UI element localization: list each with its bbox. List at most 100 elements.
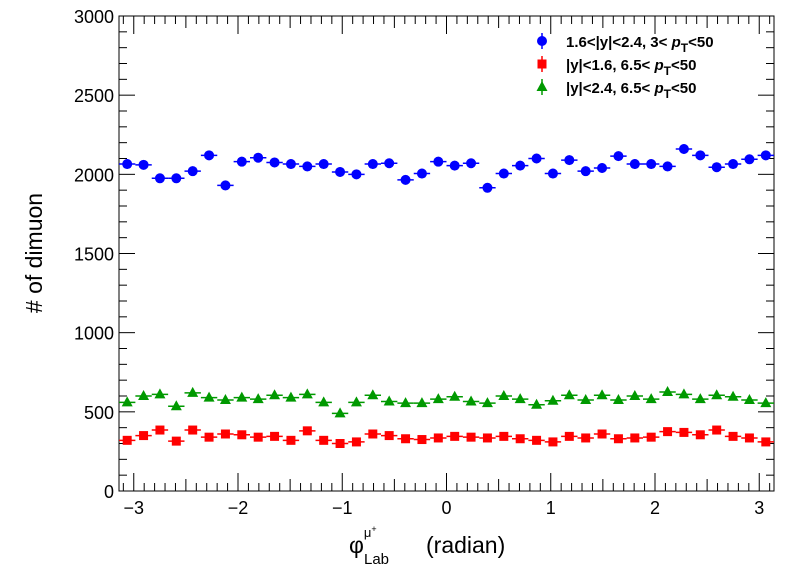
data-point: [350, 396, 362, 407]
data-point: [499, 431, 509, 441]
data-point: [547, 394, 559, 405]
data-point: [121, 396, 133, 407]
data-point: [122, 435, 132, 445]
data-point: [318, 396, 330, 407]
data-point: [318, 159, 329, 170]
y-tick-label: 1500: [74, 245, 114, 265]
data-point: [155, 425, 165, 435]
data-point: [695, 150, 706, 161]
data-point: [563, 389, 575, 400]
data-point: [481, 397, 493, 408]
data-point: [220, 180, 231, 191]
x-tick-label: −2: [228, 498, 249, 518]
data-point: [482, 433, 492, 443]
data-point: [613, 434, 623, 444]
data-point: [383, 395, 395, 406]
x-tick-label: 1: [546, 498, 556, 518]
data-point: [204, 150, 215, 161]
data-point: [498, 168, 509, 179]
data-point: [400, 397, 412, 408]
data-point: [171, 436, 181, 446]
data-point: [712, 425, 722, 435]
legend-entry: |y|<2.4, 6.5< pT<50: [536, 79, 696, 101]
data-point: [744, 154, 755, 165]
data-point: [678, 388, 690, 399]
data-point: [662, 161, 673, 172]
data-point: [416, 168, 427, 179]
data-point: [537, 36, 547, 46]
data-point: [319, 435, 329, 445]
data-point: [711, 389, 723, 400]
y-tick-label: 3000: [74, 7, 114, 27]
data-point: [743, 393, 755, 404]
y-tick-label: 2000: [74, 165, 114, 185]
data-point: [138, 390, 150, 400]
data-point: [367, 389, 379, 400]
data-point: [417, 435, 427, 445]
series-circle: [119, 144, 774, 193]
data-point: [171, 173, 182, 184]
data-point: [139, 431, 149, 441]
x-tick-label: 2: [650, 498, 660, 518]
svg-text:φμ+: φμ+: [349, 524, 377, 558]
data-point: [253, 432, 263, 442]
data-point: [433, 433, 443, 443]
data-point: [645, 393, 657, 404]
data-point: [236, 391, 248, 402]
data-point: [335, 439, 345, 448]
data-point: [663, 427, 673, 437]
data-point: [612, 393, 624, 404]
data-point: [581, 433, 591, 443]
data-point: [203, 391, 215, 402]
data-point: [613, 151, 624, 162]
data-point: [252, 393, 264, 404]
x-axis-label-supsup: +: [371, 524, 376, 534]
data-point: [564, 155, 575, 166]
x-tick-label: 3: [754, 498, 764, 518]
data-point: [154, 173, 165, 184]
data-point: [760, 150, 771, 161]
data-point: [302, 161, 313, 172]
data-point: [548, 437, 558, 447]
data-point: [728, 159, 739, 170]
data-point: [154, 388, 166, 399]
data-point: [728, 431, 738, 441]
x-axis-label: φμ+ Lab (radian): [349, 524, 505, 568]
data-point: [302, 426, 312, 436]
data-point: [285, 391, 297, 402]
data-point: [662, 386, 674, 397]
data-point: [514, 393, 526, 404]
data-point: [678, 144, 689, 154]
legend-entry: |y|<1.6, 6.5< pT<50: [537, 56, 696, 78]
data-point: [727, 390, 739, 401]
data-point: [416, 397, 428, 408]
data-point: [449, 390, 461, 401]
data-point: [301, 388, 313, 399]
x-axis-label-unit: (radian): [426, 532, 505, 558]
data-point: [384, 158, 395, 169]
data-point: [646, 159, 657, 170]
y-tick-label: 1000: [74, 324, 114, 344]
data-series: [119, 144, 774, 448]
data-point: [122, 159, 133, 170]
data-point: [334, 407, 346, 418]
data-point: [401, 434, 411, 444]
legend: 1.6<|y|<2.4, 3< pT<50|y|<1.6, 6.5< pT<50…: [536, 33, 714, 101]
y-axis-label: # of dimuon: [21, 193, 47, 313]
data-point: [498, 390, 510, 400]
data-point: [531, 153, 542, 164]
legend-label: 1.6<|y|<2.4, 3< pT<50: [566, 34, 714, 55]
data-point: [138, 159, 149, 170]
data-point: [236, 156, 247, 167]
data-point: [367, 159, 378, 170]
data-point: [237, 430, 247, 440]
data-point: [695, 430, 705, 440]
data-point: [253, 152, 264, 163]
data-point: [400, 174, 411, 185]
data-point: [465, 395, 477, 406]
data-point: [597, 163, 608, 173]
y-tick-label: 2500: [74, 86, 114, 106]
data-point: [597, 429, 607, 439]
data-point: [482, 182, 493, 193]
